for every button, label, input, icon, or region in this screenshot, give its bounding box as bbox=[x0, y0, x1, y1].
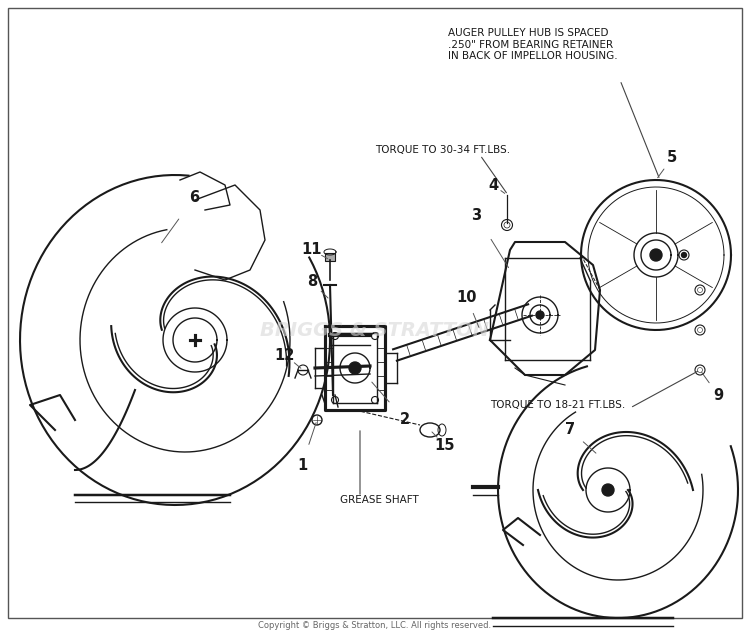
Text: 1: 1 bbox=[297, 457, 307, 473]
Circle shape bbox=[602, 484, 614, 496]
Text: 9: 9 bbox=[713, 387, 723, 403]
Bar bbox=[325, 253, 335, 261]
Circle shape bbox=[536, 311, 544, 319]
Text: BRIGGS & STRATTON: BRIGGS & STRATTON bbox=[260, 321, 490, 340]
Circle shape bbox=[682, 252, 686, 258]
Text: 8: 8 bbox=[307, 275, 317, 289]
Text: 10: 10 bbox=[457, 291, 477, 305]
Text: 11: 11 bbox=[302, 242, 322, 258]
Text: AUGER PULLEY HUB IS SPACED
.250" FROM BEARING RETAINER
IN BACK OF IMPELLOR HOUSI: AUGER PULLEY HUB IS SPACED .250" FROM BE… bbox=[448, 28, 618, 61]
Text: 4: 4 bbox=[488, 177, 498, 193]
Text: 3: 3 bbox=[471, 207, 481, 223]
Text: TORQUE TO 18-21 FT.LBS.: TORQUE TO 18-21 FT.LBS. bbox=[490, 400, 626, 410]
Text: 5: 5 bbox=[667, 151, 677, 165]
Text: GREASE SHAFT: GREASE SHAFT bbox=[340, 495, 418, 505]
Text: 7: 7 bbox=[565, 422, 575, 438]
Circle shape bbox=[349, 362, 361, 374]
Text: 6: 6 bbox=[189, 191, 199, 205]
Circle shape bbox=[650, 249, 662, 261]
Text: Copyright © Briggs & Stratton, LLC. All rights reserved.: Copyright © Briggs & Stratton, LLC. All … bbox=[259, 621, 491, 630]
Text: 2: 2 bbox=[400, 413, 410, 427]
Text: TORQUE TO 30-34 FT.LBS.: TORQUE TO 30-34 FT.LBS. bbox=[375, 145, 510, 155]
Text: 15: 15 bbox=[435, 438, 455, 452]
Text: 12: 12 bbox=[274, 347, 296, 363]
